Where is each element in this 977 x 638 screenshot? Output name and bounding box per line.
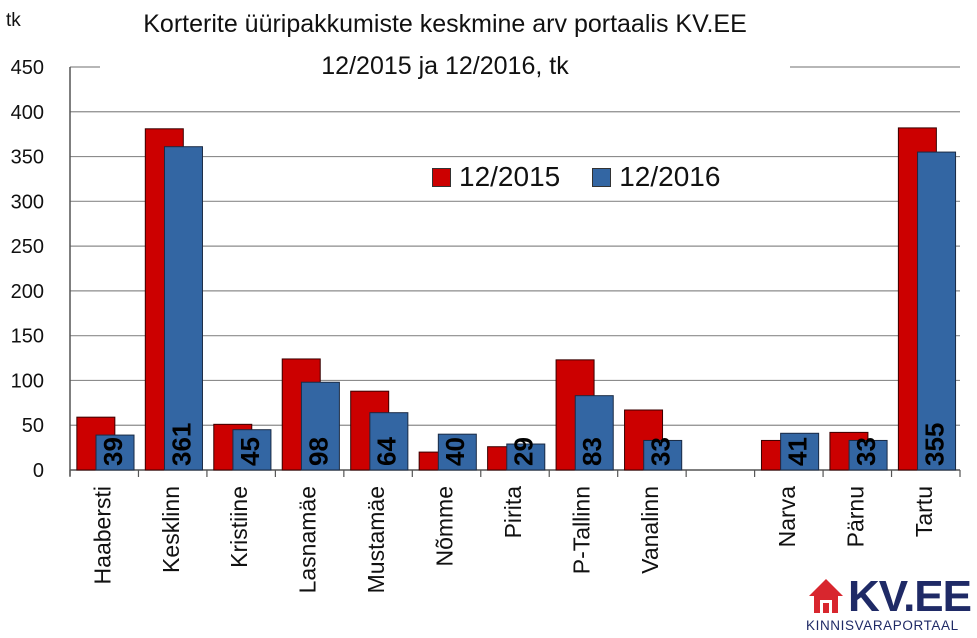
chart-subtitle: 12/2015 ja 12/2016, tk xyxy=(100,50,790,82)
y-tick-label: 100 xyxy=(11,370,44,392)
bar-2016 xyxy=(95,434,135,471)
data-label-2016: 41 xyxy=(783,437,813,466)
bar-2016 xyxy=(643,439,683,471)
data-label-2016: 98 xyxy=(303,437,333,466)
category-label: Kristiine xyxy=(226,486,252,568)
bar-2016 xyxy=(506,443,546,471)
bar-2016 xyxy=(232,429,272,471)
bar-2016 xyxy=(437,433,477,471)
legend-label-2015: 12/2015 xyxy=(459,161,561,192)
bar-2016 xyxy=(163,146,203,471)
data-label-2016: 45 xyxy=(235,437,265,466)
bar-2016 xyxy=(780,432,820,471)
data-label-2016: 361 xyxy=(166,423,196,466)
y-tick-label: 400 xyxy=(11,102,44,124)
data-label-2016: 83 xyxy=(577,437,607,466)
data-label-2016: 29 xyxy=(509,437,539,466)
bar-2016 xyxy=(300,381,340,471)
bar-2016 xyxy=(917,151,957,471)
category-label: Pärnu xyxy=(842,486,868,547)
category-label: Nõmme xyxy=(432,486,458,567)
y-tick-label: 150 xyxy=(11,326,44,348)
data-label-2016: 355 xyxy=(919,423,949,466)
category-label: Haabersti xyxy=(89,486,115,584)
data-label-2016: 40 xyxy=(440,437,470,466)
category-label: Lasnamäe xyxy=(295,486,321,593)
legend-label-2016: 12/2016 xyxy=(619,161,721,192)
data-label-2016: 33 xyxy=(646,437,676,466)
category-label: Mustamäe xyxy=(363,486,389,593)
legend-swatch-2016 xyxy=(592,167,612,187)
y-tick-label: 200 xyxy=(11,281,44,303)
y-axis-label: tk xyxy=(6,10,21,31)
house-icon xyxy=(809,579,843,613)
bar-2016 xyxy=(574,395,614,471)
legend-item-2015: 12/2015 xyxy=(432,161,560,193)
category-label: Vanalinn xyxy=(637,486,663,574)
legend-swatch-2015 xyxy=(432,167,451,187)
data-label-2016: 33 xyxy=(851,437,881,466)
bar-2016 xyxy=(369,412,409,471)
bar-2016 xyxy=(848,439,888,471)
logo-text: KV.EE xyxy=(848,572,972,621)
legend: 12/2015 12/2016 xyxy=(432,161,752,193)
y-tick-label: 450 xyxy=(11,57,44,79)
y-tick-label: 300 xyxy=(11,191,44,213)
y-tick-label: 50 xyxy=(22,415,44,437)
y-tick-label: 350 xyxy=(11,147,44,169)
kv-ee-logo: KV.EE KINNISVARAPORTAAL xyxy=(806,572,972,633)
logo-subtitle: KINNISVARAPORTAAL xyxy=(806,618,959,633)
data-label-2016: 64 xyxy=(372,437,402,466)
legend-item-2016: 12/2016 xyxy=(592,161,720,193)
chart-title: Korterite üüripakkumiste keskmine arv po… xyxy=(100,8,790,40)
category-label: Kesklinn xyxy=(158,486,184,573)
category-label: Tartu xyxy=(911,486,937,537)
category-label: P-Tallinn xyxy=(569,486,595,574)
data-label-2016: 39 xyxy=(98,437,128,466)
y-tick-label: 250 xyxy=(11,236,44,258)
category-label: Pirita xyxy=(500,486,526,539)
y-tick-label: 0 xyxy=(33,460,44,482)
category-label: Narva xyxy=(774,486,800,548)
